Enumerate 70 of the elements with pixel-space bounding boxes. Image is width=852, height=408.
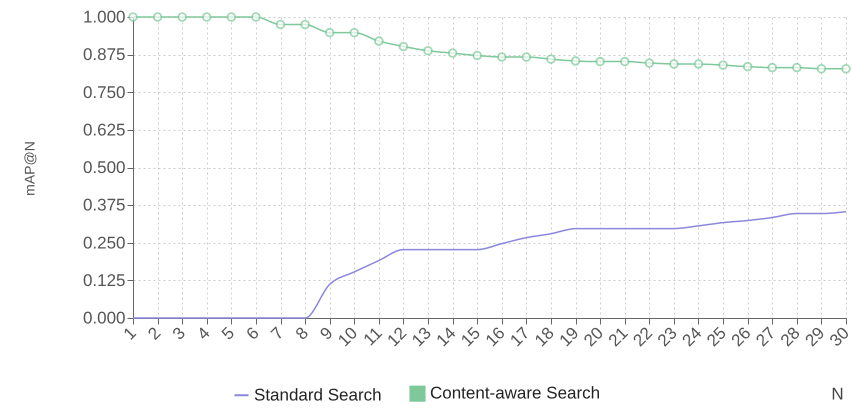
point bbox=[423, 46, 433, 56]
point bbox=[300, 20, 310, 30]
x-tick-label: 7 bbox=[267, 323, 288, 344]
x-tick-label: 25 bbox=[703, 323, 730, 350]
x-tick-label: 3 bbox=[168, 323, 190, 344]
point bbox=[669, 59, 679, 69]
x-tick-label: 10 bbox=[334, 323, 362, 350]
x-tick-label: 17 bbox=[506, 323, 534, 350]
x-tick-label: 23 bbox=[654, 323, 681, 350]
point bbox=[742, 62, 752, 72]
point bbox=[152, 12, 162, 22]
x-tick-label: 11 bbox=[360, 323, 386, 350]
point bbox=[767, 62, 778, 72]
point bbox=[472, 50, 482, 60]
point bbox=[398, 42, 408, 52]
x-axis-title: N bbox=[831, 384, 844, 404]
point bbox=[570, 56, 580, 66]
x-tick-label: 28 bbox=[776, 323, 804, 350]
point bbox=[841, 64, 851, 74]
point bbox=[251, 12, 261, 22]
point bbox=[694, 59, 704, 69]
point bbox=[374, 36, 384, 46]
point bbox=[177, 12, 187, 22]
x-tick-label: 22 bbox=[629, 323, 656, 350]
legend-label: Standard Search bbox=[254, 385, 382, 404]
y-tick-label: 0.500 bbox=[82, 158, 126, 177]
y-tick-label: 0.125 bbox=[82, 270, 126, 290]
x-tick-label: 27 bbox=[752, 323, 780, 350]
y-tick-label: 0.375 bbox=[82, 196, 126, 215]
point bbox=[546, 54, 556, 64]
x-tick-label: 24 bbox=[678, 323, 706, 350]
y-tick-label: 0.750 bbox=[82, 82, 126, 102]
y-tick-label: 0.250 bbox=[82, 233, 126, 252]
point bbox=[792, 62, 802, 72]
x-tick-label: 2 bbox=[144, 323, 164, 344]
x-tick-label: 30 bbox=[826, 323, 852, 350]
x-tick-label: 13 bbox=[408, 323, 435, 350]
point bbox=[350, 28, 360, 38]
x-tick-label: 26 bbox=[728, 323, 755, 350]
point bbox=[202, 12, 212, 22]
x-tick-label: 29 bbox=[801, 323, 828, 350]
point bbox=[497, 52, 507, 62]
point bbox=[718, 60, 728, 70]
y-tick-label: 0.875 bbox=[82, 45, 126, 64]
point bbox=[448, 48, 458, 58]
x-tick-label: 8 bbox=[292, 323, 312, 344]
x-tick-label: 21 bbox=[604, 323, 632, 350]
point bbox=[226, 12, 236, 22]
point bbox=[816, 64, 826, 74]
legend-label: Content-aware Search bbox=[430, 384, 600, 403]
point bbox=[324, 28, 334, 38]
point bbox=[644, 58, 654, 68]
y-axis-title: mAP@N bbox=[22, 141, 38, 196]
x-tick-label: 19 bbox=[556, 323, 582, 350]
point bbox=[276, 20, 286, 30]
y-tick-label: 0.625 bbox=[82, 120, 126, 140]
point bbox=[620, 56, 630, 66]
point bbox=[595, 56, 605, 66]
x-tick-label: 16 bbox=[482, 323, 509, 350]
x-tick-label: 20 bbox=[580, 323, 607, 350]
x-tick-label: 4 bbox=[193, 323, 214, 344]
x-tick-label: 14 bbox=[432, 323, 460, 350]
y-tick-label: 1.000 bbox=[82, 8, 126, 26]
x-tick-label: 9 bbox=[316, 323, 337, 344]
x-tick-label: 12 bbox=[383, 323, 410, 350]
x-tick-label: 15 bbox=[457, 323, 484, 350]
point bbox=[522, 52, 532, 62]
x-tick-label: 6 bbox=[242, 323, 263, 344]
x-tick-label: 18 bbox=[531, 323, 558, 350]
x-tick-label: 5 bbox=[218, 323, 238, 344]
